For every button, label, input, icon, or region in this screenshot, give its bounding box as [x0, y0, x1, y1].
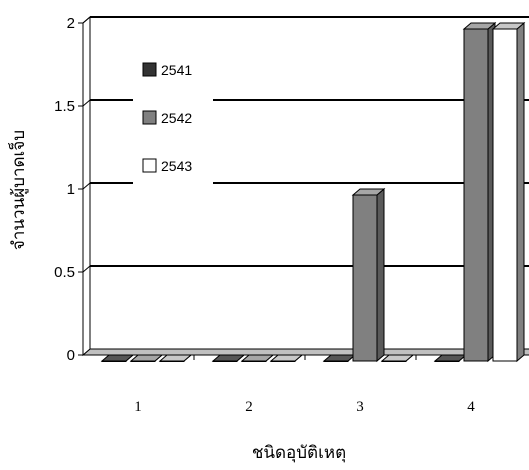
legend-label-2543: 2543: [161, 158, 192, 174]
bar-2542-3: [351, 187, 386, 363]
gridline-side: [82, 16, 91, 24]
y-tick-label: 1.5: [54, 98, 75, 115]
bar-2543-2: [269, 354, 304, 362]
x-tick-label-1: 1: [134, 399, 142, 415]
floor: [81, 348, 529, 356]
bar-2543-3: [380, 354, 415, 362]
bar-2541-4: [433, 354, 468, 362]
y-tick-label: 0.5: [54, 264, 75, 281]
bar-2541-3: [322, 354, 357, 362]
gridline-side: [82, 182, 91, 190]
gridline-side: [82, 99, 91, 107]
legend-swatch-2542: [142, 110, 157, 125]
x-tick-label-2: 2: [245, 399, 253, 415]
bar-2542-4: [462, 21, 497, 363]
x-tick-label-3: 3: [356, 399, 364, 415]
gridline-side: [82, 265, 91, 273]
legend-label-2541: 2541: [161, 62, 192, 78]
bars: [100, 21, 526, 363]
legend-label-2542: 2542: [161, 110, 192, 126]
bar-2542-1: [129, 354, 164, 362]
y-tick-label: 0: [67, 347, 75, 364]
bar-2543-1: [158, 354, 193, 362]
legend-swatch-2543: [142, 158, 157, 173]
x-tick-labels: 1 2 3 4: [134, 399, 475, 415]
y-tick-label: 1: [67, 181, 75, 198]
bar-2543-4: [491, 21, 526, 363]
x-tick-label-4: 4: [467, 399, 475, 415]
y-tick-labels: 0 0.5 1 1.5 2: [54, 15, 75, 364]
legend: 2541 2542 2543: [133, 53, 213, 186]
bar-2542-2: [240, 354, 275, 362]
y-tick-label: 2: [67, 15, 75, 32]
y-axis-title: จำนวนผู้บาดเจ็บ: [7, 130, 29, 250]
bar-2541-2: [211, 354, 246, 362]
x-axis-title: ชนิดอุบัติเหตุ: [252, 443, 346, 463]
bar-2541-1: [100, 354, 135, 362]
legend-swatch-2541: [142, 62, 157, 77]
